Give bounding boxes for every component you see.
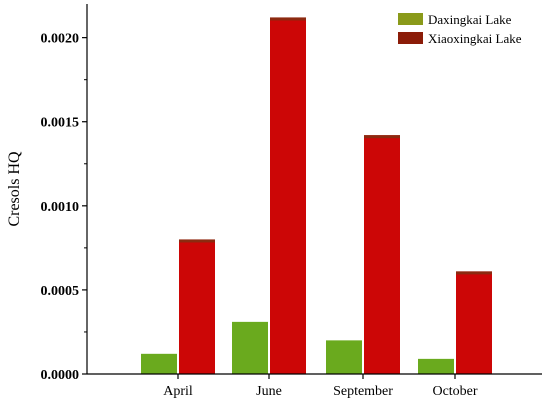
- y-axis-title: Cresols HQ: [6, 151, 23, 227]
- y-tick-label: 0.0010: [41, 200, 80, 215]
- x-tick-label-october: October: [432, 384, 477, 399]
- bar-daxingkai-october: [418, 358, 454, 374]
- y-ticks: 0.0000 0.0005 0.0010 0.0015 0.0020: [41, 32, 87, 383]
- bar-top-edge-october: [456, 271, 492, 275]
- legend: Daxingkai Lake Xiaoxingkai Lake: [398, 12, 522, 46]
- bar-top-edge-april: [179, 239, 215, 243]
- y-tick-label: 0.0000: [41, 368, 80, 383]
- y-tick-label: 0.0015: [41, 116, 80, 131]
- bar-daxingkai-april: [141, 353, 177, 374]
- x-tick-label-september: September: [333, 384, 393, 399]
- x-tick-labels: April June September October: [163, 374, 478, 399]
- bar-top-edge-september: [364, 135, 400, 139]
- bar-xiaoxingkai-june: [270, 17, 306, 374]
- axes-layer: [86, 4, 542, 375]
- bar-xiaoxingkai-october: [456, 271, 492, 374]
- legend-swatch-xiaoxingkai: [398, 32, 423, 44]
- bar-top-edge-june: [270, 17, 306, 21]
- legend-swatch-daxingkai: [398, 13, 423, 25]
- bar-daxingkai-june: [232, 321, 268, 374]
- y-tick-label: 0.0005: [41, 284, 80, 299]
- bar-xiaoxingkai-april: [179, 239, 215, 374]
- x-tick-label-june: June: [256, 384, 282, 399]
- bar-daxingkai-september: [326, 340, 362, 374]
- y-tick-label: 0.0020: [41, 32, 80, 47]
- legend-label-xiaoxingkai: Xiaoxingkai Lake: [428, 31, 522, 46]
- x-tick-label-april: April: [163, 384, 193, 399]
- bar-xiaoxingkai-september: [364, 135, 400, 374]
- legend-label-daxingkai: Daxingkai Lake: [428, 12, 512, 27]
- bars-layer: [141, 17, 492, 374]
